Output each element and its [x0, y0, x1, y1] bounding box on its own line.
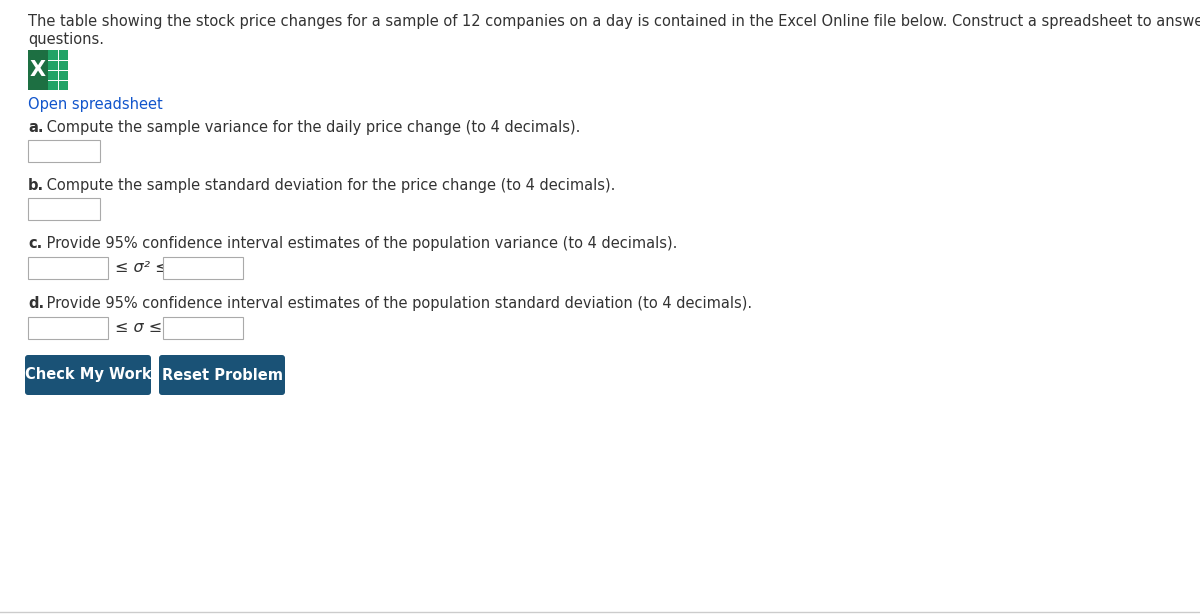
FancyBboxPatch shape [163, 257, 242, 279]
Text: Check My Work: Check My Work [25, 368, 151, 383]
FancyBboxPatch shape [28, 198, 100, 220]
Text: Compute the sample standard deviation for the price change (to 4 decimals).: Compute the sample standard deviation fo… [42, 178, 616, 193]
FancyBboxPatch shape [28, 50, 48, 90]
Text: Compute the sample variance for the daily price change (to 4 decimals).: Compute the sample variance for the dail… [42, 120, 581, 135]
Text: The table showing the stock price changes for a sample of 12 companies on a day : The table showing the stock price change… [28, 14, 1200, 29]
Text: b.: b. [28, 178, 44, 193]
Text: Open spreadsheet: Open spreadsheet [28, 97, 163, 112]
FancyBboxPatch shape [48, 50, 68, 90]
Text: c.: c. [28, 236, 42, 251]
Text: a.: a. [28, 120, 43, 135]
FancyBboxPatch shape [28, 140, 100, 162]
FancyBboxPatch shape [25, 355, 151, 395]
FancyBboxPatch shape [158, 355, 286, 395]
FancyBboxPatch shape [28, 257, 108, 279]
Text: questions.: questions. [28, 32, 104, 47]
Text: ≤ σ² ≤: ≤ σ² ≤ [115, 261, 168, 276]
FancyBboxPatch shape [28, 317, 108, 339]
FancyBboxPatch shape [163, 317, 242, 339]
Text: d.: d. [28, 296, 44, 311]
Text: Reset Problem: Reset Problem [162, 368, 282, 383]
Text: ≤ σ ≤: ≤ σ ≤ [115, 320, 162, 336]
Text: Provide 95% confidence interval estimates of the population variance (to 4 decim: Provide 95% confidence interval estimate… [42, 236, 677, 251]
Text: Provide 95% confidence interval estimates of the population standard deviation (: Provide 95% confidence interval estimate… [42, 296, 752, 311]
Text: X: X [30, 60, 46, 80]
